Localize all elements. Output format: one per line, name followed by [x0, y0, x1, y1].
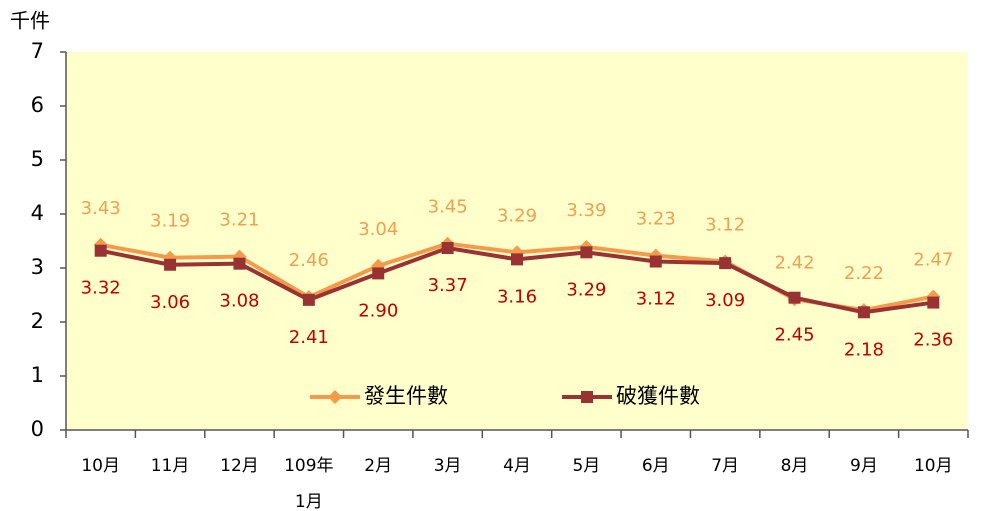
legend-marker	[328, 390, 342, 404]
marker	[164, 258, 177, 271]
data-label: 3.23	[636, 209, 676, 230]
data-label: 2.90	[358, 300, 398, 321]
x-tick-label: 3月	[433, 456, 462, 476]
x-tick-label: 5月	[572, 456, 601, 476]
plot-area	[66, 52, 968, 430]
x-tick-label: 109年 1月	[284, 456, 334, 511]
y-tick-label: 6	[31, 93, 44, 117]
y-tick-label: 7	[31, 39, 44, 63]
data-label: 3.12	[636, 289, 676, 310]
data-label: 2.22	[844, 263, 884, 284]
x-tick-label: 4月	[503, 456, 531, 476]
data-label: 3.32	[81, 278, 121, 299]
x-tick-label: 8月	[780, 456, 809, 476]
marker	[372, 267, 385, 280]
data-label: 2.36	[913, 330, 953, 351]
data-label: 3.29	[566, 279, 606, 300]
data-label: 3.45	[428, 197, 468, 218]
marker	[927, 296, 940, 309]
data-label: 3.09	[705, 290, 745, 311]
data-label: 2.18	[844, 339, 884, 360]
x-tick-label: 10月	[81, 456, 120, 476]
legend-label: 破獲件數	[616, 384, 700, 408]
y-tick-label: 5	[31, 147, 44, 171]
data-label: 3.29	[497, 205, 537, 226]
data-label: 3.37	[428, 275, 468, 296]
data-label: 3.12	[705, 215, 745, 236]
data-label: 2.47	[913, 250, 953, 271]
x-tick-label: 9月	[850, 456, 878, 476]
marker	[719, 257, 732, 270]
data-label: 3.16	[497, 286, 537, 307]
marker	[94, 244, 107, 257]
x-tick-label: 7月	[711, 456, 740, 476]
marker	[649, 255, 662, 268]
data-label: 3.06	[150, 292, 190, 313]
data-label: 3.19	[150, 211, 190, 232]
data-label: 3.04	[358, 219, 398, 240]
marker	[580, 246, 593, 259]
x-tick-label: 6月	[641, 456, 670, 476]
data-label: 2.46	[289, 250, 329, 271]
marker	[857, 306, 870, 319]
data-label: 2.42	[774, 252, 814, 273]
y-tick-label: 1	[31, 363, 44, 387]
legend-marker	[581, 391, 593, 403]
marker	[441, 242, 454, 255]
marker	[511, 253, 523, 266]
y-axis-label: 千件	[10, 9, 50, 33]
data-label: 2.45	[774, 325, 814, 346]
x-tick-label: 2月	[364, 456, 393, 476]
data-label: 2.41	[289, 327, 329, 348]
x-tick-label: 11月	[150, 456, 190, 476]
data-label: 3.08	[219, 291, 259, 312]
marker	[233, 257, 246, 270]
data-label: 3.43	[81, 198, 121, 219]
marker	[302, 293, 315, 306]
y-tick-label: 3	[31, 255, 44, 279]
data-label: 3.21	[219, 210, 259, 231]
y-tick-label: 2	[31, 309, 44, 333]
x-tick-label: 12月	[220, 456, 259, 476]
marker	[788, 291, 801, 304]
y-tick-label: 0	[31, 417, 44, 441]
y-tick-label: 4	[31, 201, 44, 225]
legend-label: 發生件數	[364, 384, 448, 408]
x-tick-label: 10月	[913, 456, 953, 476]
data-label: 3.39	[566, 200, 606, 221]
